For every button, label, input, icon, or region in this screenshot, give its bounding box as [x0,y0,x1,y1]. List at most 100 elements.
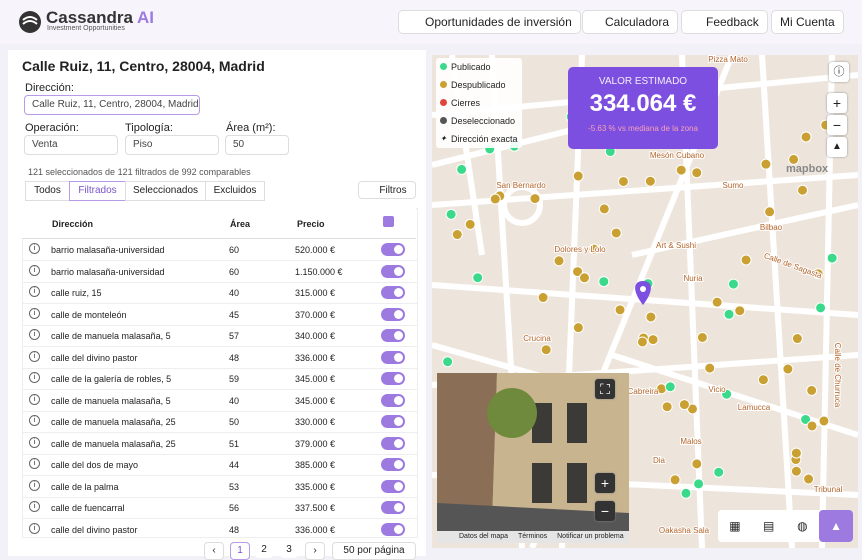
property-marker [681,488,691,498]
place-label: Crucina [523,334,551,343]
property-marker [791,448,801,458]
info-icon: i [29,458,40,469]
attribution-link[interactable]: Términos [518,533,547,540]
toggle[interactable] [381,351,405,364]
property-marker [728,279,738,289]
zoom-in[interactable]: + [827,93,847,113]
table-row: icalle de la galería de robles, 559345.0… [23,368,417,390]
map[interactable]: San BernardoBilbaoTribunalCalle de Sagas… [432,55,858,548]
info-icon: i [29,329,40,340]
brand-suffix: AI [137,8,154,27]
tab[interactable]: Seleccionados [125,181,206,201]
nav-button[interactable]: Calculadora [582,10,678,34]
place-label: Sumo [723,181,744,190]
property-marker [816,303,826,313]
property-marker [662,402,672,412]
legend-swatch [440,63,447,70]
nav-button[interactable]: Oportunidades de inversión [398,10,581,34]
tab[interactable]: Todos [25,181,70,201]
toggle[interactable] [381,437,405,450]
cell: 370.000 € [295,310,335,320]
toggle[interactable] [381,308,405,321]
property-marker [804,474,814,484]
cell: 40 [229,396,239,406]
column-header[interactable]: Área [230,219,250,229]
toggle[interactable] [381,286,405,299]
toggle[interactable] [381,394,405,407]
nav-button[interactable]: Mi Cuenta [771,10,844,34]
place-label: Malos [680,437,701,446]
info-icon: i [29,243,40,254]
style-button[interactable]: ▲ [819,510,853,542]
select[interactable]: Venta [24,135,118,155]
toggle[interactable] [381,243,405,256]
cell: 45 [229,310,239,320]
per-page-select[interactable]: 50 por página [332,542,416,560]
prev-page[interactable]: ‹ [204,542,224,560]
legend-item: Deseleccionado [438,112,520,130]
cell: 60 [229,245,239,255]
property-marker [807,421,817,431]
filter-button[interactable]: Filtros [358,181,416,199]
info-button[interactable]: ⓘ [829,62,849,82]
estimate-label: VALOR ESTIMADO [568,76,718,87]
cell: 337.500 € [295,503,335,513]
style-button[interactable]: ▤ [752,510,786,542]
info-icon: i [29,351,40,362]
compass[interactable]: ▲ [827,137,847,157]
place-label: Calle de Churruca [833,343,842,408]
table-row: icalle de la palma53335.000 € [23,476,417,498]
zoom-out[interactable]: − [595,501,615,521]
cell: 59 [229,374,239,384]
toggle[interactable] [381,265,405,278]
property-marker [554,256,564,266]
attribution-link[interactable]: Notificar un problema [557,533,624,540]
address-input[interactable]: Calle Ruiz, 11, Centro, 28004, Madrid [24,95,200,115]
select-all[interactable] [383,216,394,227]
legend-label: Deseleccionado [451,116,515,126]
toggle[interactable] [381,523,405,536]
place-label: Art & Sushi [656,241,696,250]
cell: 340.000 € [295,331,335,341]
toggle[interactable] [381,480,405,493]
table-row: icalle de manuela malasaña, 540345.000 € [23,390,417,412]
property-marker [538,293,548,303]
style-button[interactable]: ◍ [786,510,820,542]
nav-button[interactable]: Feedback [681,10,768,34]
field-label: Área (m²): [226,122,276,134]
toggle[interactable] [381,458,405,471]
table-row: icalle ruiz, 1540315.000 € [23,282,417,304]
property-marker [714,467,724,477]
toggle[interactable] [381,415,405,428]
column-header[interactable]: Precio [297,219,325,229]
property-marker [611,228,621,238]
cell: 345.000 € [295,396,335,406]
zoom-in[interactable]: + [595,473,615,493]
page-button[interactable]: 1 [230,542,250,560]
property-marker [618,176,628,186]
toggle[interactable] [381,372,405,385]
select[interactable]: Piso [125,135,219,155]
property-marker [465,219,475,229]
tab[interactable]: Filtrados [69,181,126,201]
street-view[interactable]: ⛶ + − Datos del mapa Términos Notificar … [437,373,629,543]
info-icon: i [29,415,40,426]
attribution-link[interactable]: Datos del mapa [459,533,508,540]
property-marker [807,385,817,395]
mapbox-logo: mapbox [786,163,828,175]
info-icon: i [29,480,40,491]
cell: calle ruiz, 15 [51,288,102,298]
zoom-out[interactable]: − [827,115,847,135]
panel-title: Calle Ruiz, 11, Centro, 28004, Madrid [22,58,265,74]
next-page[interactable]: › [305,542,325,560]
property-marker [579,273,589,283]
fullscreen[interactable]: ⛶ [595,379,615,399]
table-row: icalle del divino pastor48336.000 € [23,347,417,369]
column-header[interactable]: Dirección [52,219,93,229]
toggle[interactable] [381,329,405,342]
tab[interactable]: Excluidos [205,181,265,201]
field-label: Operación: [25,122,79,134]
style-button[interactable]: ▦ [718,510,752,542]
area-input[interactable]: 50 [225,135,289,155]
toggle[interactable] [381,501,405,514]
